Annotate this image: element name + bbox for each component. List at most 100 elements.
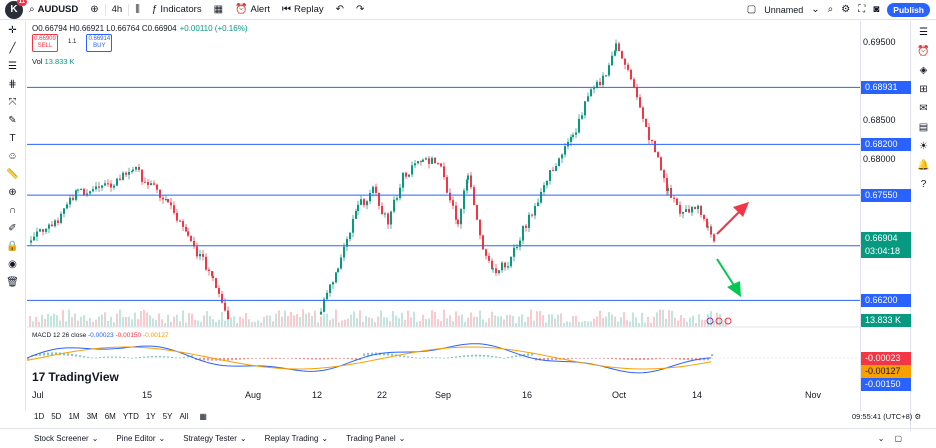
trash-icon[interactable]: 🗑 (6, 276, 19, 288)
crosshair-icon[interactable]: ✛ (8, 24, 17, 36)
candle-body (498, 270, 500, 274)
chevron-down-icon[interactable]: ⌄ (811, 4, 820, 15)
candle-body (531, 214, 533, 216)
volume-bar (302, 309, 304, 327)
redo-button[interactable]: ↷ (350, 0, 370, 20)
goto-date-icon[interactable]: ▦ (199, 412, 207, 421)
volume-bar (50, 316, 52, 327)
trend-line-icon[interactable]: ╱ (9, 42, 16, 54)
price-axis[interactable]: 0.695000.685000.680000.670000.689310.682… (860, 21, 911, 411)
minimize-icon[interactable]: ⌄ (877, 434, 885, 443)
macd-histogram-bar (199, 358, 201, 361)
undo-button[interactable]: ↶ (330, 0, 350, 20)
macd-axis-label: -0.00127 (861, 365, 911, 378)
volume-bar (713, 321, 715, 327)
camera-icon[interactable]: ◙ (873, 4, 880, 15)
settings-icon[interactable]: ⚙ (914, 412, 922, 421)
watchlist-icon[interactable]: ☰ (919, 27, 928, 38)
layout-name[interactable]: Unnamed (764, 4, 804, 15)
range-ytd[interactable]: YTD (122, 412, 139, 421)
tab-replay-trading[interactable]: Replay Trading ⌄ (265, 434, 329, 443)
range-3m[interactable]: 3M (86, 412, 98, 421)
pitchfork-icon[interactable]: ⤧ (8, 96, 17, 108)
volume-bar (113, 322, 115, 327)
alert-button[interactable]: ⏰ Alert (229, 0, 276, 20)
horizontal-lines-icon[interactable]: ☰ (8, 60, 17, 72)
volume-bar (227, 314, 229, 327)
maximize-icon[interactable]: ▢ (894, 434, 902, 443)
chart-type-button[interactable]: ⫼ (129, 0, 146, 20)
macd-histogram-bar (411, 357, 413, 358)
zoom-in-icon[interactable]: ⊕ (8, 186, 17, 198)
tab-trading-panel[interactable]: Trading Panel ⌄ (346, 434, 405, 443)
price-chart[interactable] (27, 21, 860, 411)
candle-body (540, 192, 542, 203)
ideas-icon[interactable]: ☀ (919, 141, 928, 152)
range-5d[interactable]: 5D (51, 412, 62, 421)
candle-body (173, 205, 175, 213)
calendar-icon[interactable]: ▤ (918, 122, 929, 133)
ruler-icon[interactable]: 📏 (6, 168, 19, 180)
candle-body (522, 225, 524, 241)
clock-status[interactable]: 09:55:41 (UTC+8) ⚙ (852, 412, 921, 421)
tab-stock-screener[interactable]: Stock Screener ⌄ (34, 434, 98, 443)
parallel-channel-icon[interactable]: ⋕ (8, 78, 17, 90)
alerts-icon[interactable]: ⏰ (917, 46, 930, 57)
tab-pine-editor[interactable]: Pine Editor ⌄ (116, 434, 165, 443)
candle-body (366, 201, 368, 206)
brush-icon[interactable]: ✎ (8, 114, 17, 126)
notification-badge: 11 (16, 0, 27, 6)
volume-bar (470, 312, 472, 327)
replay-button[interactable]: ⏮ Replay (276, 0, 330, 20)
user-avatar[interactable]: K 11 (5, 0, 27, 19)
volume-bar (140, 310, 142, 327)
range-1d[interactable]: 1D (34, 412, 45, 421)
range-1m[interactable]: 1M (68, 412, 80, 421)
eye-icon[interactable]: ◉ (8, 258, 17, 270)
lock-icon[interactable]: 🔒 (6, 240, 19, 252)
range-5y[interactable]: 5Y (162, 412, 173, 421)
layers-icon[interactable]: ◈ (919, 65, 928, 76)
time-axis[interactable]: Jul 15 Aug 12 22 Sep 16 Oct 14 Nov (27, 388, 860, 404)
emoji-icon[interactable]: ☺ (7, 150, 18, 162)
volume-bar (197, 320, 199, 327)
range-all[interactable]: All (179, 412, 189, 421)
compare-button[interactable]: ⊕ (84, 0, 104, 20)
time-tick-label: 22 (377, 390, 388, 400)
notifications-icon[interactable]: 🔔 (917, 160, 930, 171)
hotlist-icon[interactable]: ⊞ (919, 84, 928, 95)
macd-histogram-bar (631, 358, 633, 361)
text-icon[interactable]: T (9, 132, 16, 144)
lock-draw-icon[interactable]: ✐ (8, 222, 17, 234)
macd-histogram-bar (91, 357, 93, 359)
range-1y[interactable]: 1Y (145, 412, 156, 421)
volume-bar (719, 313, 721, 327)
volume-bar (548, 314, 550, 327)
level-price-label: 0.66200 (861, 294, 911, 308)
help-icon[interactable]: ? (920, 179, 927, 190)
timeframe-button[interactable]: 4h (106, 0, 129, 20)
symbol-search-button[interactable]: ⌕ AUDUSD (23, 0, 84, 20)
macd-histogram-bar (479, 354, 481, 357)
layout-icon[interactable]: ▢ (746, 4, 757, 15)
chat-icon[interactable]: ✉ (919, 103, 928, 114)
macd-histogram-bar (131, 357, 133, 359)
candle-body (470, 175, 472, 188)
quick-search-icon[interactable]: ⌕ (827, 4, 834, 15)
volume-bar (569, 322, 571, 327)
candle-body (384, 213, 386, 215)
volume-bar (404, 319, 406, 327)
range-6m[interactable]: 6M (104, 412, 116, 421)
candles-icon: ⫼ (135, 4, 140, 15)
templates-button[interactable]: ▦ (208, 0, 229, 20)
indicators-button[interactable]: ƒ Indicators (146, 0, 208, 20)
chevron-down-icon: ⌄ (398, 434, 406, 443)
fullscreen-icon[interactable]: ⛶ (858, 4, 866, 15)
candle-body (72, 197, 74, 200)
tab-strategy-tester[interactable]: Strategy Tester ⌄ (183, 434, 246, 443)
buy-button[interactable]: 0.66914 BUY (86, 34, 113, 52)
sell-button[interactable]: 0.66909 SELL (32, 34, 58, 52)
publish-button[interactable]: Publish (887, 2, 930, 17)
settings-icon[interactable]: ⚙ (841, 4, 851, 15)
magnet-icon[interactable]: ∩ (8, 204, 17, 216)
